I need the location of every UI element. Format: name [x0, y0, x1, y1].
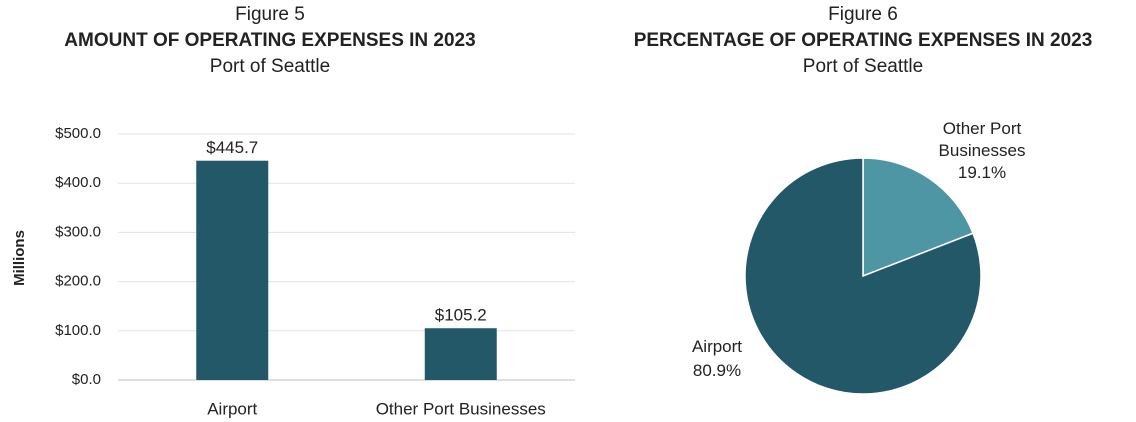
chart-title: PERCENTAGE OF OPERATING EXPENSES IN 2023 [634, 30, 1093, 51]
slice-value: 19.1% [957, 163, 1007, 182]
chart-subtitle: Port of Seattle [803, 56, 923, 77]
slice-value: 80.9% [692, 361, 742, 380]
pie-slice [744, 157, 982, 395]
figure-number: Figure 5 [235, 4, 305, 25]
y-axis-label: Millions [11, 230, 28, 286]
data-label: $105.2 [435, 306, 487, 325]
pie-slice [862, 157, 974, 278]
bar [196, 160, 269, 380]
y-tick-label: $0.0 [72, 371, 101, 388]
slice-label: Airport [691, 337, 743, 356]
x-tick-label: Other Port Businesses [376, 399, 546, 418]
data-label: $445.7 [206, 138, 258, 157]
y-tick-label: $200.0 [55, 273, 101, 290]
x-tick-label: Airport [207, 399, 257, 418]
slice-label: Other Port Businesses [938, 119, 1026, 160]
y-tick-label: $100.0 [55, 322, 101, 339]
y-tick-label: $500.0 [55, 125, 101, 142]
bar [424, 328, 497, 380]
chart-subtitle: Port of Seattle [210, 56, 330, 77]
chart-title: AMOUNT OF OPERATING EXPENSES IN 2023 [64, 30, 475, 51]
y-tick-label: $300.0 [55, 223, 101, 240]
y-tick-label: $400.0 [55, 174, 101, 191]
figure-number: Figure 6 [828, 4, 898, 25]
